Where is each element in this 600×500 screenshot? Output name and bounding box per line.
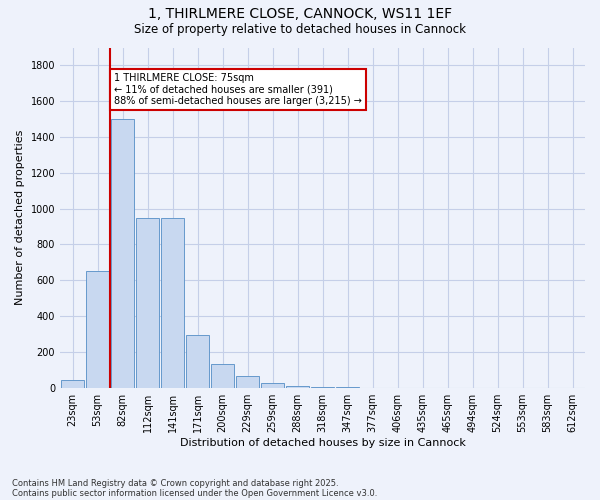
- X-axis label: Distribution of detached houses by size in Cannock: Distribution of detached houses by size …: [179, 438, 466, 448]
- Bar: [236, 376, 259, 388]
- Bar: [186, 335, 209, 388]
- Bar: [61, 380, 84, 388]
- Text: 1, THIRLMERE CLOSE, CANNOCK, WS11 1EF: 1, THIRLMERE CLOSE, CANNOCK, WS11 1EF: [148, 8, 452, 22]
- Bar: [286, 386, 309, 388]
- Bar: [311, 387, 334, 388]
- Text: 1 THIRLMERE CLOSE: 75sqm
← 11% of detached houses are smaller (391)
88% of semi-: 1 THIRLMERE CLOSE: 75sqm ← 11% of detach…: [114, 72, 362, 106]
- Text: Contains HM Land Registry data © Crown copyright and database right 2025.: Contains HM Land Registry data © Crown c…: [12, 478, 338, 488]
- Bar: [111, 119, 134, 388]
- Bar: [211, 364, 234, 388]
- Bar: [86, 272, 109, 388]
- Text: Size of property relative to detached houses in Cannock: Size of property relative to detached ho…: [134, 22, 466, 36]
- Y-axis label: Number of detached properties: Number of detached properties: [15, 130, 25, 306]
- Bar: [136, 218, 159, 388]
- Text: Contains public sector information licensed under the Open Government Licence v3: Contains public sector information licen…: [12, 488, 377, 498]
- Bar: [161, 218, 184, 388]
- Bar: [261, 383, 284, 388]
